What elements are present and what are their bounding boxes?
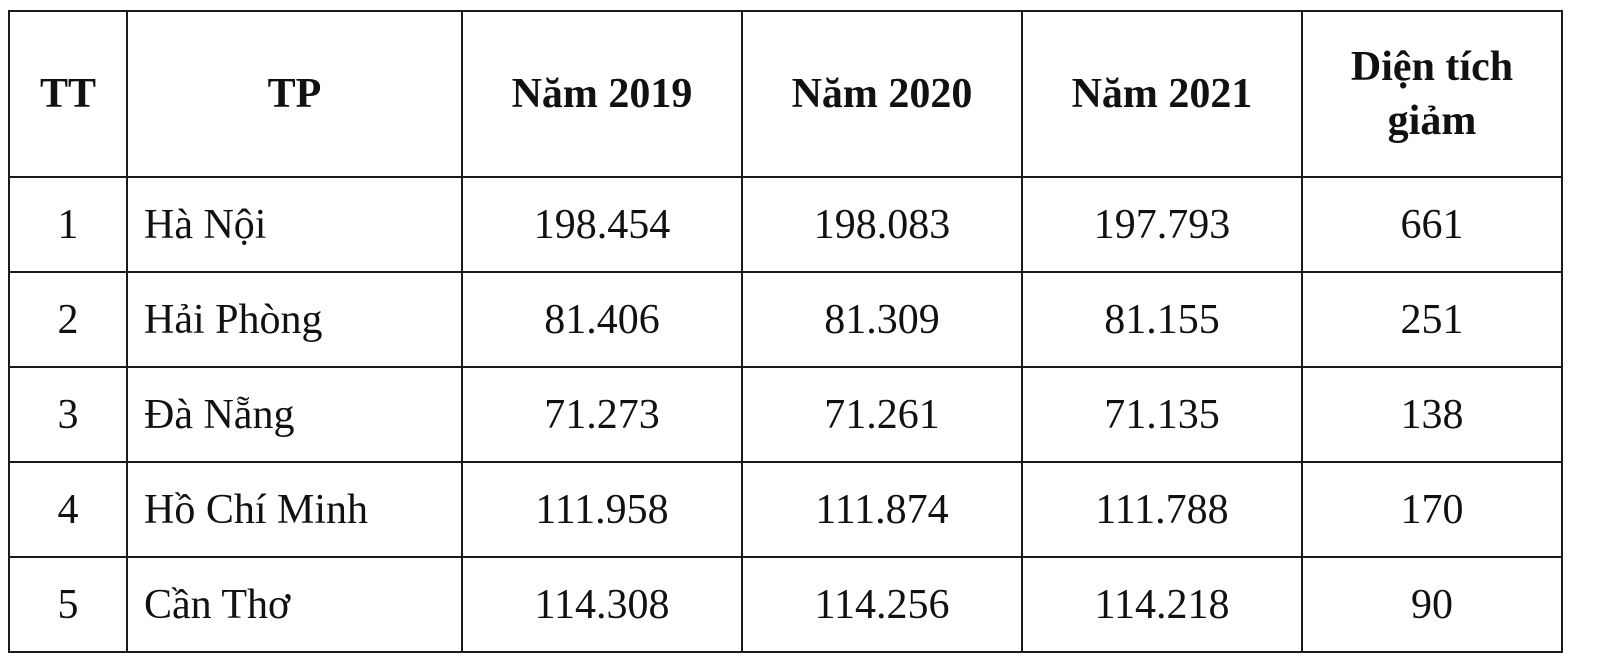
cell-tt: 2 [8,271,128,368]
cell-2020: 71.261 [741,366,1023,463]
cell-decrease: 138 [1301,366,1563,463]
cell-tt: 4 [8,461,128,558]
cell-2019: 198.454 [461,176,743,273]
cell-decrease: 170 [1301,461,1563,558]
header-2021: Năm 2021 [1021,10,1303,178]
table-row: 4 Hồ Chí Minh 111.958 111.874 111.788 17… [8,461,1563,558]
cell-2020: 81.309 [741,271,1023,368]
table-row: 2 Hải Phòng 81.406 81.309 81.155 251 [8,271,1563,368]
cell-city: Đà Nẵng [126,366,463,463]
data-table-container: TT TP Năm 2019 Năm 2020 Năm 2021 Diện tí… [8,10,1563,653]
cell-city: Hà Nội [126,176,463,273]
header-area-decrease: Diện tích giảm [1301,10,1563,178]
table-row: 1 Hà Nội 198.454 198.083 197.793 661 [8,176,1563,273]
cell-2020: 198.083 [741,176,1023,273]
cell-tt: 3 [8,366,128,463]
cell-city: Hải Phòng [126,271,463,368]
table-header-row: TT TP Năm 2019 Năm 2020 Năm 2021 Diện tí… [8,10,1563,178]
cell-2020: 111.874 [741,461,1023,558]
cell-2021: 111.788 [1021,461,1303,558]
header-2019: Năm 2019 [461,10,743,178]
cell-2021: 71.135 [1021,366,1303,463]
header-area-decrease-line2: giảm [1387,98,1477,144]
header-2020: Năm 2020 [741,10,1023,178]
cell-tt: 5 [8,556,128,653]
header-tp: TP [126,10,463,178]
table-row: 5 Cần Thơ 114.308 114.256 114.218 90 [8,556,1563,653]
land-area-table: TT TP Năm 2019 Năm 2020 Năm 2021 Diện tí… [8,10,1563,653]
cell-2019: 81.406 [461,271,743,368]
cell-2020: 114.256 [741,556,1023,653]
cell-2021: 114.218 [1021,556,1303,653]
cell-decrease: 661 [1301,176,1563,273]
header-tt: TT [8,10,128,178]
table-row: 3 Đà Nẵng 71.273 71.261 71.135 138 [8,366,1563,463]
cell-2019: 114.308 [461,556,743,653]
cell-2019: 71.273 [461,366,743,463]
cell-2021: 81.155 [1021,271,1303,368]
cell-decrease: 90 [1301,556,1563,653]
cell-city: Hồ Chí Minh [126,461,463,558]
cell-2019: 111.958 [461,461,743,558]
cell-decrease: 251 [1301,271,1563,368]
cell-2021: 197.793 [1021,176,1303,273]
cell-tt: 1 [8,176,128,273]
header-area-decrease-line1: Diện tích [1350,44,1514,90]
cell-city: Cần Thơ [126,556,463,653]
